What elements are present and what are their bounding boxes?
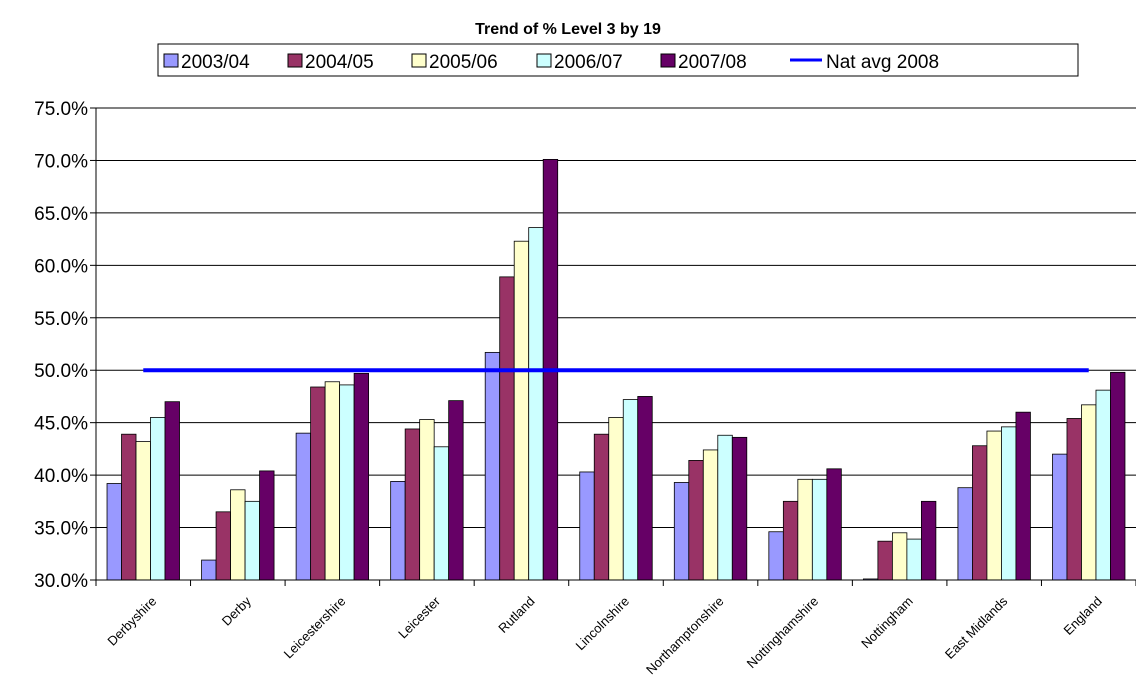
bar: [673, 482, 690, 581]
legend-label: Nat avg 2008: [826, 52, 939, 73]
legend-box: [157, 43, 1079, 77]
x-axis-labels: Derbyshire Derby Leicestershire Leicester Ru…: [104, 593, 1105, 677]
legend-label: 2005/06: [429, 52, 498, 73]
y-tick-label: 40.0%: [34, 466, 88, 487]
bar: [353, 372, 370, 581]
bar: [579, 471, 595, 581]
bar: [731, 436, 748, 581]
x-tick-label: Rutland: [495, 594, 537, 636]
bar: [404, 428, 421, 581]
y-tick-label: 55.0%: [34, 309, 88, 330]
x-tick-label: Leicester: [395, 593, 443, 641]
bar: [484, 351, 501, 581]
bar: [448, 400, 464, 581]
legend-swatch: [163, 53, 179, 68]
bar: [957, 487, 973, 581]
legend-label: 2007/08: [678, 52, 747, 73]
bar: [877, 540, 893, 581]
legend-swatch: [411, 53, 427, 68]
bar: [782, 500, 799, 581]
y-tick-label: 35.0%: [34, 519, 88, 540]
x-tick-label: Northamptonshire: [643, 594, 727, 678]
bar: [702, 449, 719, 581]
bar: [1081, 404, 1097, 581]
bar: [717, 434, 733, 581]
bar: [1001, 426, 1017, 581]
legend-swatch: [287, 53, 303, 68]
x-tick-label: England: [1060, 594, 1104, 638]
bar: [106, 483, 122, 581]
chart-title: Trend of % Level 3 by 19: [475, 21, 661, 38]
bar: [826, 468, 842, 581]
legend-label: 2006/07: [554, 52, 623, 73]
bar: [608, 417, 624, 581]
x-tick-label: Lincolnshire: [572, 594, 632, 654]
bar: [593, 433, 610, 581]
y-tick-label: 75.0%: [34, 99, 88, 120]
bar: [1110, 371, 1126, 581]
bar: [121, 433, 137, 581]
bar: [1095, 389, 1111, 581]
bar: [811, 478, 828, 581]
bar: [201, 559, 217, 581]
bar: [768, 531, 784, 581]
bar: [1052, 453, 1068, 581]
y-axis-ticks: 30.0% 35.0% 40.0% 45.0% 50.0% 55.0% 60.0% 65.0%…: [34, 99, 96, 592]
bar: [622, 399, 639, 581]
bar: [419, 419, 435, 581]
bar: [528, 227, 544, 581]
bar: [135, 441, 151, 581]
x-tick-label: Nottingham: [858, 594, 916, 652]
bar: [339, 384, 355, 581]
legend-label: 2003/04: [181, 52, 250, 73]
x-tick-label: East Midlands: [942, 593, 1011, 662]
bar: [433, 446, 450, 581]
y-tick-label: 50.0%: [34, 361, 88, 382]
bar: [259, 470, 275, 581]
bar: [215, 511, 231, 581]
y-tick-label: 65.0%: [34, 204, 88, 225]
bar: [891, 532, 908, 581]
bar: [688, 460, 704, 581]
bar: [230, 489, 246, 581]
x-tick-label: Nottinghamshire: [744, 594, 822, 672]
bar: [164, 401, 180, 581]
y-tick-label: 60.0%: [34, 256, 88, 277]
legend-label: 2004/05: [305, 52, 374, 73]
x-tick-label: Derby: [219, 593, 254, 628]
bar: [637, 396, 653, 581]
bar: [797, 478, 813, 581]
bar: [244, 500, 260, 581]
legend: 2003/04 2004/05 2005/06 2006/07 2007/08 Nat a…: [157, 43, 1079, 77]
bar: [324, 381, 341, 581]
bar: [986, 430, 1002, 581]
bar: [499, 276, 515, 581]
bar: [1066, 418, 1082, 581]
x-tick-label: Derbyshire: [104, 594, 159, 649]
bar: [972, 445, 988, 581]
y-tick-label: 45.0%: [34, 414, 88, 435]
bar: [390, 481, 406, 581]
y-tick-label: 30.0%: [34, 571, 88, 592]
bar: [1015, 411, 1031, 581]
x-tick-label: Leicestershire: [281, 594, 349, 662]
bar: [295, 432, 312, 581]
bar: [920, 500, 937, 581]
axes: [95, 108, 1136, 586]
bar: [310, 386, 326, 581]
y-tick-label: 70.0%: [34, 151, 88, 172]
legend-swatch: [660, 53, 676, 68]
bar: [513, 240, 530, 581]
bar: [150, 417, 166, 581]
bar: [906, 538, 922, 581]
legend-swatch: [536, 53, 552, 68]
